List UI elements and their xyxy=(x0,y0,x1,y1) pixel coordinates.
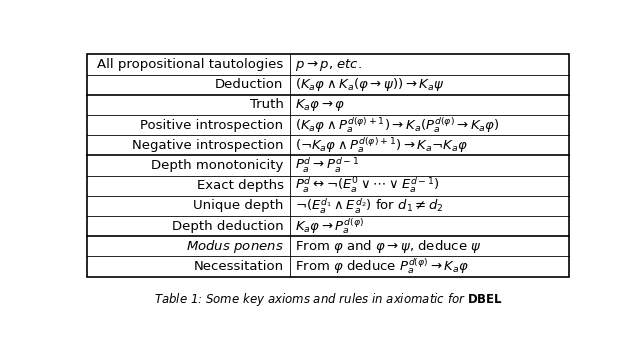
Bar xyxy=(88,55,568,277)
Text: Deduction: Deduction xyxy=(215,78,284,91)
Text: $(K_a\varphi \wedge K_a(\varphi \rightarrow \psi)) \rightarrow K_a\psi$: $(K_a\varphi \wedge K_a(\varphi \rightar… xyxy=(296,76,445,93)
Text: $\mathit{Modus\ ponens}$: $\mathit{Modus\ ponens}$ xyxy=(186,238,284,255)
Text: From $\varphi$ deduce $P_a^{d(\varphi)} \rightarrow K_a\varphi$: From $\varphi$ deduce $P_a^{d(\varphi)} … xyxy=(296,257,470,276)
Text: $K_a\varphi \rightarrow P_a^{d(\varphi)}$: $K_a\varphi \rightarrow P_a^{d(\varphi)}… xyxy=(296,216,364,236)
Text: $(K_a\varphi \wedge P_a^{d(\varphi)+1}) \rightarrow K_a(P_a^{d(\varphi)} \righta: $(K_a\varphi \wedge P_a^{d(\varphi)+1}) … xyxy=(296,115,500,135)
Text: Positive introspection: Positive introspection xyxy=(140,119,284,132)
Text: $\neg(E_a^{d_1} \wedge E_a^{d_2})$ for $d_1 \neq d_2$: $\neg(E_a^{d_1} \wedge E_a^{d_2})$ for $… xyxy=(296,196,444,216)
Text: Exact depths: Exact depths xyxy=(196,179,284,192)
Text: Negative introspection: Negative introspection xyxy=(132,139,284,152)
Text: $P_a^d \rightarrow P_a^{d-1}$: $P_a^d \rightarrow P_a^{d-1}$ xyxy=(296,156,360,175)
Text: Truth: Truth xyxy=(250,99,284,112)
Text: Depth monotonicity: Depth monotonicity xyxy=(151,159,284,172)
Text: All propositional tautologies: All propositional tautologies xyxy=(97,58,284,71)
Text: From $\varphi$ and $\varphi \rightarrow \psi$, deduce $\psi$: From $\varphi$ and $\varphi \rightarrow … xyxy=(296,238,482,255)
Text: $(\neg K_a\varphi \wedge P_a^{d(\varphi)+1}) \rightarrow K_a\neg K_a\varphi$: $(\neg K_a\varphi \wedge P_a^{d(\varphi)… xyxy=(296,136,468,155)
Text: $P_a^d \leftrightarrow \neg(E_a^0 \vee \cdots \vee E_a^{d-1})$: $P_a^d \leftrightarrow \neg(E_a^0 \vee \… xyxy=(296,176,440,195)
Text: Necessitation: Necessitation xyxy=(193,260,284,273)
Text: Depth deduction: Depth deduction xyxy=(172,220,284,233)
Text: $K_a\varphi \rightarrow \varphi$: $K_a\varphi \rightarrow \varphi$ xyxy=(296,97,346,113)
Text: $p \rightarrow p$, $\mathit{etc.}$: $p \rightarrow p$, $\mathit{etc.}$ xyxy=(296,57,362,73)
Text: Unique depth: Unique depth xyxy=(193,200,284,213)
Text: Table 1: Some key axioms and rules in axiomatic for $\mathbf{DBEL}$: Table 1: Some key axioms and rules in ax… xyxy=(154,291,502,308)
